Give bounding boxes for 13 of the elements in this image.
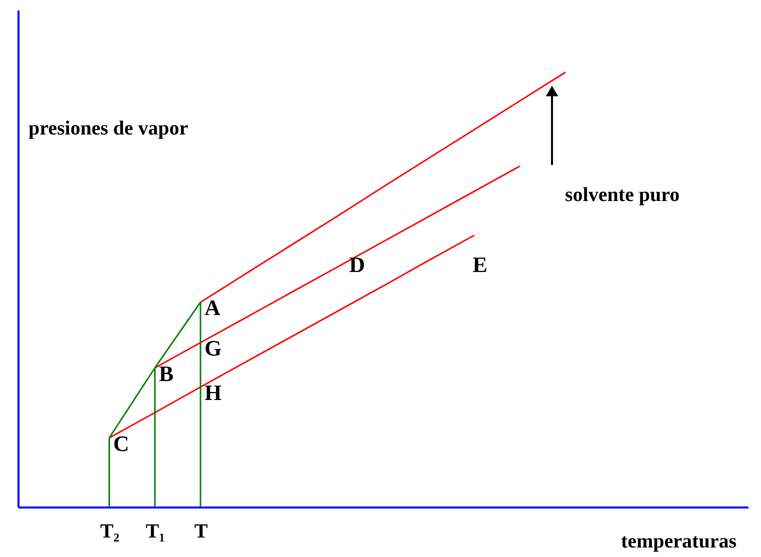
x-tick-label: T	[194, 520, 208, 542]
y-axis-title: presiones de vapor	[28, 118, 188, 140]
annotation: E	[472, 252, 488, 277]
x-tick-label: T₁	[146, 520, 166, 542]
annotation: G	[204, 336, 222, 361]
annotation: A	[204, 295, 220, 320]
annotation: solvente puro	[565, 184, 680, 206]
annotation: H	[204, 380, 222, 405]
x-tick-label: T₂	[100, 520, 120, 542]
annotation: B	[158, 360, 174, 386]
x-axis-title: temperaturas	[620, 530, 737, 552]
annotation: D	[349, 252, 365, 277]
annotation: C	[113, 430, 130, 456]
